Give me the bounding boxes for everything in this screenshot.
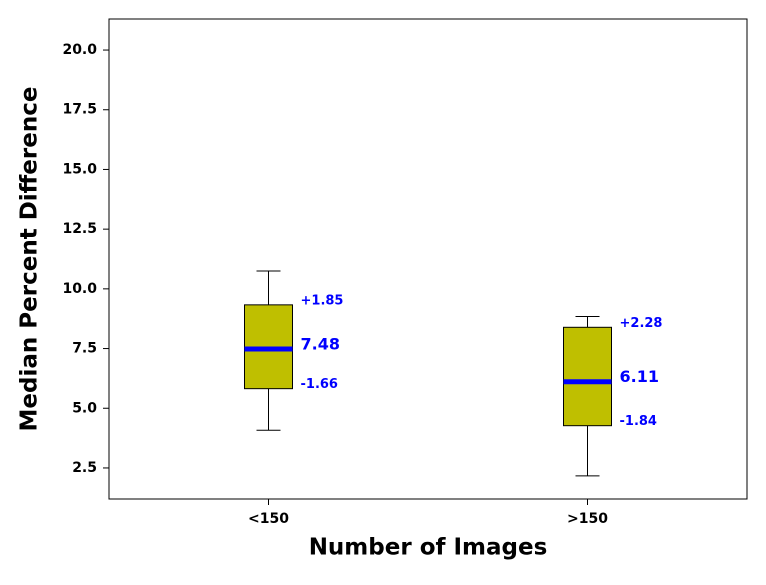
y-tick-label: 7.5 bbox=[72, 341, 97, 357]
x-tick-label: >150 bbox=[567, 511, 608, 527]
y-tick-label: 20.0 bbox=[62, 42, 97, 58]
lower-label: -1.84 bbox=[620, 414, 657, 429]
y-tick-label: 17.5 bbox=[62, 102, 97, 118]
box bbox=[563, 326, 612, 427]
x-tick-label: <150 bbox=[248, 511, 289, 527]
x-axis-label: Number of Images bbox=[309, 535, 548, 561]
upper-label: +2.28 bbox=[620, 316, 663, 331]
median-label: 7.48 bbox=[301, 335, 340, 354]
y-tick-label: 10.0 bbox=[62, 281, 97, 297]
y-tick-label: 12.5 bbox=[62, 221, 97, 237]
y-axis-label: Median Percent Difference bbox=[17, 87, 43, 432]
y-tick-label: 15.0 bbox=[62, 161, 97, 177]
plot-frame bbox=[108, 18, 748, 500]
y-tick-label: 2.5 bbox=[72, 460, 97, 476]
y-tick-label: 5.0 bbox=[72, 400, 97, 416]
upper-label: +1.85 bbox=[301, 293, 344, 308]
lower-label: -1.66 bbox=[301, 377, 338, 392]
median-label: 6.11 bbox=[620, 367, 659, 386]
